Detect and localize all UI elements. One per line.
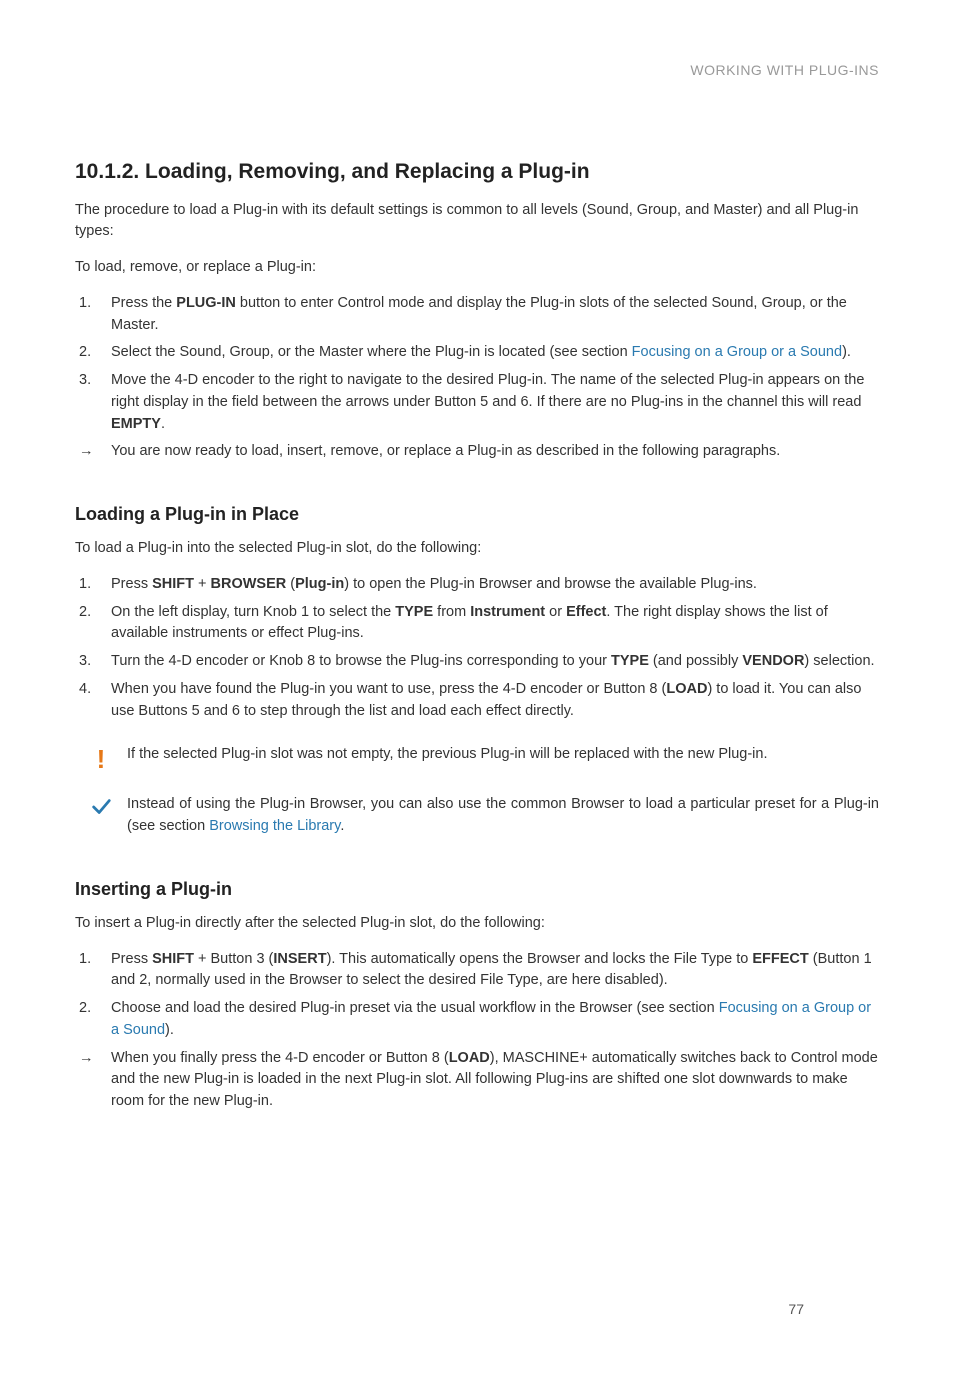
step-arrow: →: [75, 441, 111, 463]
text: Press: [111, 951, 152, 967]
section-main-lead: To load, remove, or replace a Plug-in:: [75, 257, 879, 279]
step-body: You are now ready to load, insert, remov…: [111, 441, 879, 463]
text: Choose and load the desired Plug-in pres…: [111, 1000, 719, 1016]
step-number: 1.: [75, 949, 111, 993]
text-bold: SHIFT: [152, 576, 194, 592]
list-item: 3. Move the 4-D encoder to the right to …: [75, 370, 879, 435]
list-item: → When you finally press the 4-D encoder…: [75, 1048, 879, 1113]
list-item: 2. Choose and load the desired Plug-in p…: [75, 998, 879, 1042]
text: Press: [111, 576, 152, 592]
step-body: Turn the 4-D encoder or Knob 8 to browse…: [111, 651, 879, 673]
page-header-section: WORKING WITH PLUG-INS: [75, 60, 879, 81]
text: .: [340, 818, 344, 834]
text: When you have found the Plug-in you want…: [111, 681, 666, 697]
text-bold: LOAD: [666, 681, 707, 697]
page-number: 77: [788, 1299, 804, 1320]
text: Turn the 4-D encoder or Knob 8 to browse…: [111, 653, 611, 669]
section-heading-inserting: Inserting a Plug-in: [75, 876, 879, 903]
text: .: [161, 416, 165, 432]
text: ).: [165, 1022, 174, 1038]
step-body: Press the PLUG-IN button to enter Contro…: [111, 293, 879, 337]
list-item: 1. Press SHIFT + Button 3 (INSERT). This…: [75, 949, 879, 993]
callout-tip: Instead of using the Plug-in Browser, yo…: [75, 794, 879, 838]
text-bold: BROWSER: [211, 576, 287, 592]
text-bold: PLUG-IN: [176, 295, 236, 311]
step-number: 3.: [75, 370, 111, 435]
step-number: 3.: [75, 651, 111, 673]
text-bold: Instrument: [470, 604, 545, 620]
callout-text: Instead of using the Plug-in Browser, yo…: [127, 794, 879, 838]
text-bold: LOAD: [449, 1050, 490, 1066]
checkmark-icon: [75, 794, 127, 818]
list-item: 3. Turn the 4-D encoder or Knob 8 to bro…: [75, 651, 879, 673]
warning-icon: !: [75, 744, 127, 772]
text-bold: INSERT: [273, 951, 326, 967]
list-item: → You are now ready to load, insert, rem…: [75, 441, 879, 463]
section-heading-loading: Loading a Plug-in in Place: [75, 501, 879, 528]
text-bold: Plug-in: [295, 576, 344, 592]
text-bold: TYPE: [611, 653, 649, 669]
list-item: 4. When you have found the Plug-in you w…: [75, 679, 879, 723]
text: ) to open the Plug-in Browser and browse…: [344, 576, 757, 592]
text: (and possibly: [649, 653, 743, 669]
text: On the left display, turn Knob 1 to sele…: [111, 604, 395, 620]
text: or: [545, 604, 566, 620]
text: + Button 3 (: [194, 951, 273, 967]
text-bold: EMPTY: [111, 416, 161, 432]
step-arrow: →: [75, 1048, 111, 1113]
link-browsing-library[interactable]: Browsing the Library: [209, 818, 340, 834]
step-number: 2.: [75, 998, 111, 1042]
list-item: 1. Press the PLUG-IN button to enter Con…: [75, 293, 879, 337]
section-main-intro: The procedure to load a Plug-in with its…: [75, 200, 879, 244]
text-bold: SHIFT: [152, 951, 194, 967]
list-item: 2. On the left display, turn Knob 1 to s…: [75, 602, 879, 646]
text: Move the 4-D encoder to the right to nav…: [111, 372, 864, 410]
step-body: Choose and load the desired Plug-in pres…: [111, 998, 879, 1042]
text-bold: Effect: [566, 604, 606, 620]
step-body: Press SHIFT + Button 3 (INSERT). This au…: [111, 949, 879, 993]
list-item: 1. Press SHIFT + BROWSER (Plug-in) to op…: [75, 574, 879, 596]
text: ).: [842, 344, 851, 360]
text: (: [286, 576, 295, 592]
section-main-steps: 1. Press the PLUG-IN button to enter Con…: [75, 293, 879, 463]
step-number: 1.: [75, 293, 111, 337]
step-body: Select the Sound, Group, or the Master w…: [111, 342, 879, 364]
text: ) selection.: [804, 653, 874, 669]
step-body: When you have found the Plug-in you want…: [111, 679, 879, 723]
callout-warning: ! If the selected Plug-in slot was not e…: [75, 744, 879, 772]
step-number: 1.: [75, 574, 111, 596]
link-focusing[interactable]: Focusing on a Group or a Sound: [632, 344, 842, 360]
text: +: [194, 576, 211, 592]
callout-text: If the selected Plug-in slot was not emp…: [127, 744, 879, 766]
section-inserting-intro: To insert a Plug-in directly after the s…: [75, 913, 879, 935]
text: Press the: [111, 295, 176, 311]
step-number: 2.: [75, 342, 111, 364]
step-body: When you finally press the 4-D encoder o…: [111, 1048, 879, 1113]
section-inserting-steps: 1. Press SHIFT + Button 3 (INSERT). This…: [75, 949, 879, 1113]
list-item: 2. Select the Sound, Group, or the Maste…: [75, 342, 879, 364]
step-number: 4.: [75, 679, 111, 723]
step-body: Move the 4-D encoder to the right to nav…: [111, 370, 879, 435]
step-body: Press SHIFT + BROWSER (Plug-in) to open …: [111, 574, 879, 596]
text-bold: TYPE: [395, 604, 433, 620]
text-bold: VENDOR: [742, 653, 804, 669]
text-bold: EFFECT: [752, 951, 808, 967]
text: When you finally press the 4-D encoder o…: [111, 1050, 449, 1066]
text: ). This automatically opens the Browser …: [327, 951, 753, 967]
text: from: [433, 604, 470, 620]
section-heading-main: 10.1.2. Loading, Removing, and Replacing…: [75, 156, 879, 188]
text: Select the Sound, Group, or the Master w…: [111, 344, 632, 360]
section-loading-intro: To load a Plug-in into the selected Plug…: [75, 538, 879, 560]
step-number: 2.: [75, 602, 111, 646]
section-loading-steps: 1. Press SHIFT + BROWSER (Plug-in) to op…: [75, 574, 879, 723]
step-body: On the left display, turn Knob 1 to sele…: [111, 602, 879, 646]
